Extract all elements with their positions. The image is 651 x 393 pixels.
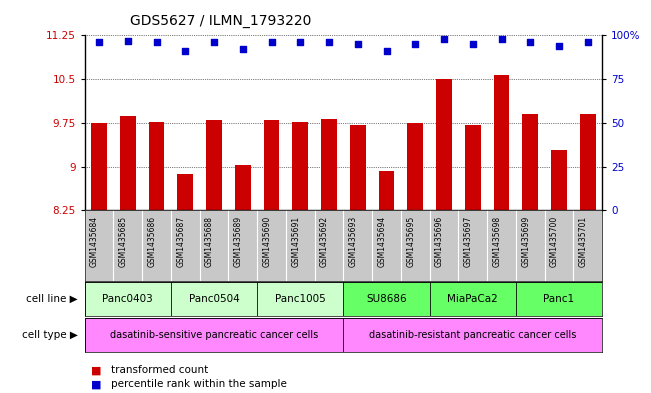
Point xyxy=(467,41,478,47)
Text: GSM1435693: GSM1435693 xyxy=(349,216,358,267)
Bar xyxy=(171,282,257,316)
Point xyxy=(122,37,133,44)
Bar xyxy=(493,75,510,210)
Bar xyxy=(350,125,366,210)
Bar xyxy=(120,116,135,210)
Text: GSM1435700: GSM1435700 xyxy=(550,216,559,267)
Bar xyxy=(379,171,395,210)
Bar xyxy=(264,120,279,210)
Point xyxy=(496,36,506,42)
Point xyxy=(324,39,334,46)
Bar xyxy=(465,125,480,210)
Text: GSM1435691: GSM1435691 xyxy=(291,216,300,267)
Bar xyxy=(206,120,222,210)
Bar xyxy=(430,282,516,316)
Text: GDS5627 / ILMN_1793220: GDS5627 / ILMN_1793220 xyxy=(130,13,312,28)
Point xyxy=(525,39,536,46)
Text: dasatinib-resistant pancreatic cancer cells: dasatinib-resistant pancreatic cancer ce… xyxy=(369,330,577,340)
Point xyxy=(353,41,363,47)
Bar xyxy=(257,282,344,316)
Point xyxy=(439,36,449,42)
Text: GSM1435695: GSM1435695 xyxy=(406,216,415,267)
Bar xyxy=(148,122,165,210)
Point xyxy=(151,39,161,46)
Text: SU8686: SU8686 xyxy=(367,294,407,304)
Text: cell line ▶: cell line ▶ xyxy=(27,294,78,304)
Text: GSM1435685: GSM1435685 xyxy=(118,216,128,267)
Text: dasatinib-sensitive pancreatic cancer cells: dasatinib-sensitive pancreatic cancer ce… xyxy=(110,330,318,340)
Text: GSM1435692: GSM1435692 xyxy=(320,216,329,267)
Point xyxy=(180,48,191,54)
Text: Panc0403: Panc0403 xyxy=(102,294,153,304)
Bar xyxy=(177,174,193,210)
Text: GSM1435687: GSM1435687 xyxy=(176,216,186,267)
Text: ■: ■ xyxy=(91,379,102,389)
Text: GSM1435699: GSM1435699 xyxy=(521,216,531,267)
Text: GSM1435701: GSM1435701 xyxy=(579,216,588,267)
Text: GSM1435689: GSM1435689 xyxy=(234,216,243,267)
Text: percentile rank within the sample: percentile rank within the sample xyxy=(111,379,286,389)
Text: GSM1435690: GSM1435690 xyxy=(262,216,271,267)
Text: GSM1435688: GSM1435688 xyxy=(205,216,214,267)
Bar xyxy=(321,119,337,210)
Point xyxy=(381,48,392,54)
Bar xyxy=(580,114,596,210)
Point xyxy=(554,43,564,49)
Text: GSM1435684: GSM1435684 xyxy=(90,216,99,267)
Point xyxy=(94,39,104,46)
Bar xyxy=(235,165,251,210)
Text: transformed count: transformed count xyxy=(111,365,208,375)
Bar xyxy=(91,123,107,210)
Text: GSM1435694: GSM1435694 xyxy=(378,216,387,267)
Bar xyxy=(551,150,567,210)
Text: GSM1435698: GSM1435698 xyxy=(493,216,501,267)
Text: GSM1435696: GSM1435696 xyxy=(435,216,444,267)
Bar xyxy=(408,123,423,210)
Text: GSM1435697: GSM1435697 xyxy=(464,216,473,267)
Bar xyxy=(522,114,538,210)
Bar xyxy=(344,282,430,316)
Bar xyxy=(292,122,308,210)
Text: Panc1: Panc1 xyxy=(544,294,575,304)
Point xyxy=(295,39,305,46)
Text: GSM1435686: GSM1435686 xyxy=(148,216,156,267)
Text: Panc1005: Panc1005 xyxy=(275,294,326,304)
Bar xyxy=(344,318,602,352)
Point xyxy=(266,39,277,46)
Text: Panc0504: Panc0504 xyxy=(189,294,240,304)
Text: ■: ■ xyxy=(91,365,102,375)
Point xyxy=(583,39,593,46)
Point xyxy=(209,39,219,46)
Bar xyxy=(85,282,171,316)
Bar xyxy=(85,318,344,352)
Bar xyxy=(516,282,602,316)
Point xyxy=(238,46,248,53)
Bar xyxy=(436,79,452,210)
Point xyxy=(410,41,421,47)
Text: MiaPaCa2: MiaPaCa2 xyxy=(447,294,498,304)
Text: cell type ▶: cell type ▶ xyxy=(22,330,78,340)
